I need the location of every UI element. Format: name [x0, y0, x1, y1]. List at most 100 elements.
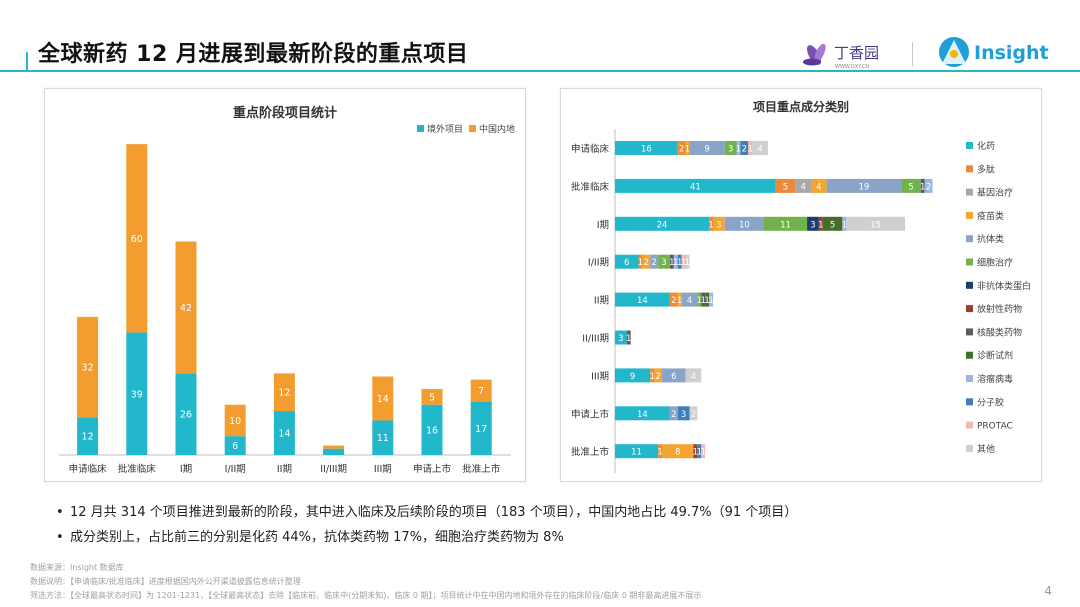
- page-title: 全球新药 12 月进展到最新阶段的重点项目: [38, 42, 469, 67]
- category-label: 批准上市: [462, 463, 501, 475]
- legend-swatch: [417, 125, 424, 132]
- bar-segment: [697, 292, 702, 307]
- bar-segment: [273, 373, 295, 412]
- data-label: 2: [691, 410, 696, 420]
- legend-swatch: [966, 305, 973, 313]
- bar-segment: [323, 448, 345, 455]
- summary-bullets: • 12 月共 314 个项目推进到最新的阶段，其中进入临床及后续阶段的项目（18…: [56, 500, 797, 550]
- bar-segment: [175, 241, 197, 374]
- insight-logo: Insight: [939, 37, 1049, 67]
- data-label: 11: [377, 433, 389, 444]
- bar-segment: [224, 436, 246, 455]
- data-label: 1: [657, 448, 662, 458]
- bullet-text: 12 月共 314 个项目推进到最新的阶段，其中进入临床及后续阶段的项目（183…: [70, 505, 798, 520]
- bar-segment: [175, 373, 197, 455]
- data-label: 3: [661, 258, 666, 268]
- footnote-method: 筛选方法：【全球最高状态时间】为 1201-1231，【全球最高状态】去除【临床…: [30, 591, 702, 600]
- bar-segment: [748, 141, 753, 155]
- category-label: 批准临床: [571, 181, 610, 193]
- category-label: I/II期: [225, 464, 246, 475]
- bar-segment: [650, 254, 659, 269]
- bar-segment: [701, 444, 706, 459]
- logo-separator: [912, 42, 913, 66]
- footnote-description: 数据说明：【申请临床/批准临床】进度根据国内外公开渠道披露信息统计整理: [30, 577, 301, 586]
- data-label: 1: [650, 372, 655, 382]
- data-label: 2: [671, 410, 676, 420]
- data-label: 60: [131, 234, 143, 245]
- data-label: 14: [637, 296, 648, 306]
- data-label: 1: [638, 258, 643, 268]
- bar-segment: [669, 292, 678, 307]
- data-label: 1: [708, 220, 713, 230]
- bar-segment: [273, 411, 295, 455]
- data-label: 3: [618, 334, 623, 344]
- data-label: 26: [180, 410, 192, 421]
- data-label: 1: [697, 296, 702, 306]
- bar-segment: [658, 254, 670, 269]
- bar-segment: [677, 406, 690, 421]
- category-label: 批准上市: [571, 446, 610, 458]
- bar-segment: [724, 216, 764, 231]
- bar-segment: [689, 406, 698, 421]
- legend-label: 多肽: [977, 163, 995, 175]
- bar-segment: [842, 216, 847, 231]
- bar-segment: [724, 141, 737, 155]
- legend-label: 细胞治疗: [977, 257, 1013, 269]
- data-label: 15: [870, 220, 881, 230]
- data-label: 3: [716, 220, 721, 230]
- category-label: III期: [374, 464, 392, 475]
- dxy-name: 丁香园: [834, 44, 879, 62]
- dxy-url: WWW.DXY.CN: [835, 64, 869, 70]
- bar-segment: [626, 330, 631, 345]
- bar-segment: [615, 178, 776, 193]
- data-label: 7: [478, 386, 484, 397]
- data-label: 5: [830, 220, 835, 230]
- category-label: II期: [594, 296, 609, 307]
- data-label: 10: [739, 220, 750, 230]
- data-label: 1: [677, 258, 682, 268]
- legend-swatch: [966, 188, 973, 196]
- category-label: III期: [591, 371, 609, 382]
- bar-segment: [372, 376, 394, 421]
- legend-swatch: [469, 125, 476, 132]
- data-label: 2: [679, 145, 684, 155]
- bar-segment: [662, 368, 686, 383]
- bar-segment: [818, 216, 823, 231]
- category-label: II/III期: [582, 334, 609, 345]
- data-label: 2: [742, 145, 747, 155]
- bar-segment: [807, 216, 819, 231]
- bar-segment: [811, 178, 827, 193]
- bullet-item: • 成分类别上，占比前三的分别是化药 44%，抗体类药物 17%，细胞治疗类药物为…: [56, 525, 797, 550]
- legend-swatch: [966, 165, 973, 173]
- data-label: 6: [671, 372, 676, 382]
- bar-segment: [126, 332, 148, 455]
- bar-segment: [323, 445, 345, 449]
- bar-segment: [681, 292, 698, 307]
- legend-swatch: [966, 444, 973, 452]
- data-label: 1: [681, 258, 686, 268]
- data-label: 39: [131, 389, 143, 400]
- data-label: 9: [704, 145, 709, 155]
- data-label: 1: [697, 448, 702, 458]
- legend-swatch: [966, 211, 973, 219]
- legend-label: 中国内地: [479, 123, 515, 135]
- bar-segment: [685, 368, 702, 383]
- data-label: 24: [657, 220, 668, 230]
- bar-segment: [224, 404, 246, 437]
- bar-segment: [372, 420, 394, 455]
- data-label: 5: [429, 392, 435, 403]
- data-label: 4: [816, 182, 821, 192]
- data-label: 1: [736, 145, 741, 155]
- legend-swatch: [966, 351, 973, 359]
- data-label: 16: [641, 145, 652, 155]
- bar-segment: [470, 401, 492, 455]
- bar-segment: [126, 144, 148, 333]
- data-label: 1: [669, 258, 674, 268]
- data-label: 1: [673, 258, 678, 268]
- category-label: I期: [180, 464, 192, 475]
- bar-segment: [421, 404, 443, 455]
- bar-segment: [689, 141, 725, 155]
- data-label: 3: [681, 410, 686, 420]
- bar-segment: [795, 178, 811, 193]
